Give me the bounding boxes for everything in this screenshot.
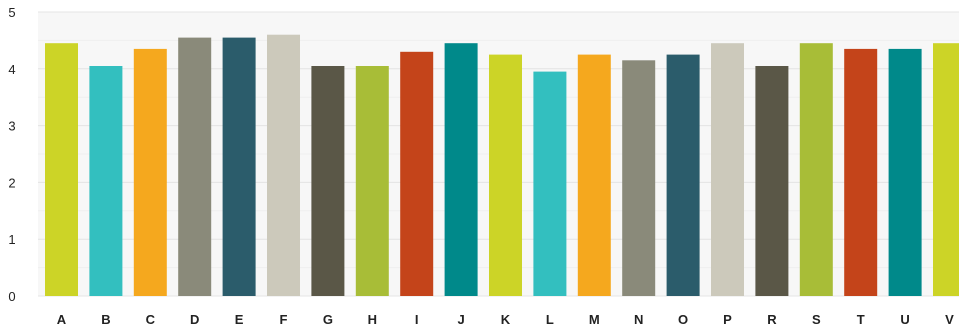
y-tick-label: 5 [8,5,15,20]
bar-b[interactable] [89,66,123,296]
x-tick-label-c: C [146,312,156,327]
x-tick-label-r: R [767,312,777,327]
x-tick-label-i: I [415,312,419,327]
bar-k[interactable] [489,54,522,296]
x-tick-label-j: J [457,312,464,327]
bar-v[interactable] [933,43,959,297]
x-tick-label-s: S [812,312,821,327]
y-tick-label: 1 [8,232,15,247]
y-tick-label: 4 [8,62,15,77]
x-tick-label-o: O [678,312,688,327]
bar-a[interactable] [45,43,78,297]
x-tick-label-m: M [589,312,600,327]
bar-d[interactable] [178,37,212,296]
y-tick-label: 0 [8,289,15,304]
x-tick-label-n: N [634,312,643,327]
bar-s[interactable] [799,43,833,297]
x-tick-label-f: F [280,312,288,327]
bar-n[interactable] [622,60,656,296]
bars [45,34,959,297]
bar-i[interactable] [400,51,434,296]
x-tick-label-l: L [546,312,554,327]
x-tick-label-p: P [723,312,732,327]
x-tick-label-e: E [235,312,244,327]
bar-m[interactable] [577,54,611,296]
bar-j[interactable] [444,43,478,297]
bar-r[interactable] [755,66,789,296]
bar-p[interactable] [711,43,744,297]
y-tick-label: 2 [8,175,15,190]
bar-c[interactable] [133,48,167,297]
x-tick-label-t: T [857,312,865,327]
bar-h[interactable] [355,66,389,296]
bar-o[interactable] [666,54,700,296]
y-tick-label: 3 [8,119,15,134]
bar-u[interactable] [888,48,922,297]
bar-f[interactable] [267,34,300,296]
x-tick-label-h: H [368,312,377,327]
x-tick-label-a: A [57,312,67,327]
bar-t[interactable] [844,48,878,297]
x-tick-label-b: B [101,312,110,327]
x-tick-label-u: U [900,312,909,327]
bar-e[interactable] [222,37,256,296]
x-tick-label-k: K [501,312,511,327]
x-tick-label-d: D [190,312,199,327]
x-tick-label-v: V [945,312,954,327]
x-tick-label-g: G [323,312,333,327]
bar-l[interactable] [533,71,567,296]
bar-g[interactable] [311,66,345,296]
y-axis: 0 1 2 3 4 5 [8,5,15,304]
